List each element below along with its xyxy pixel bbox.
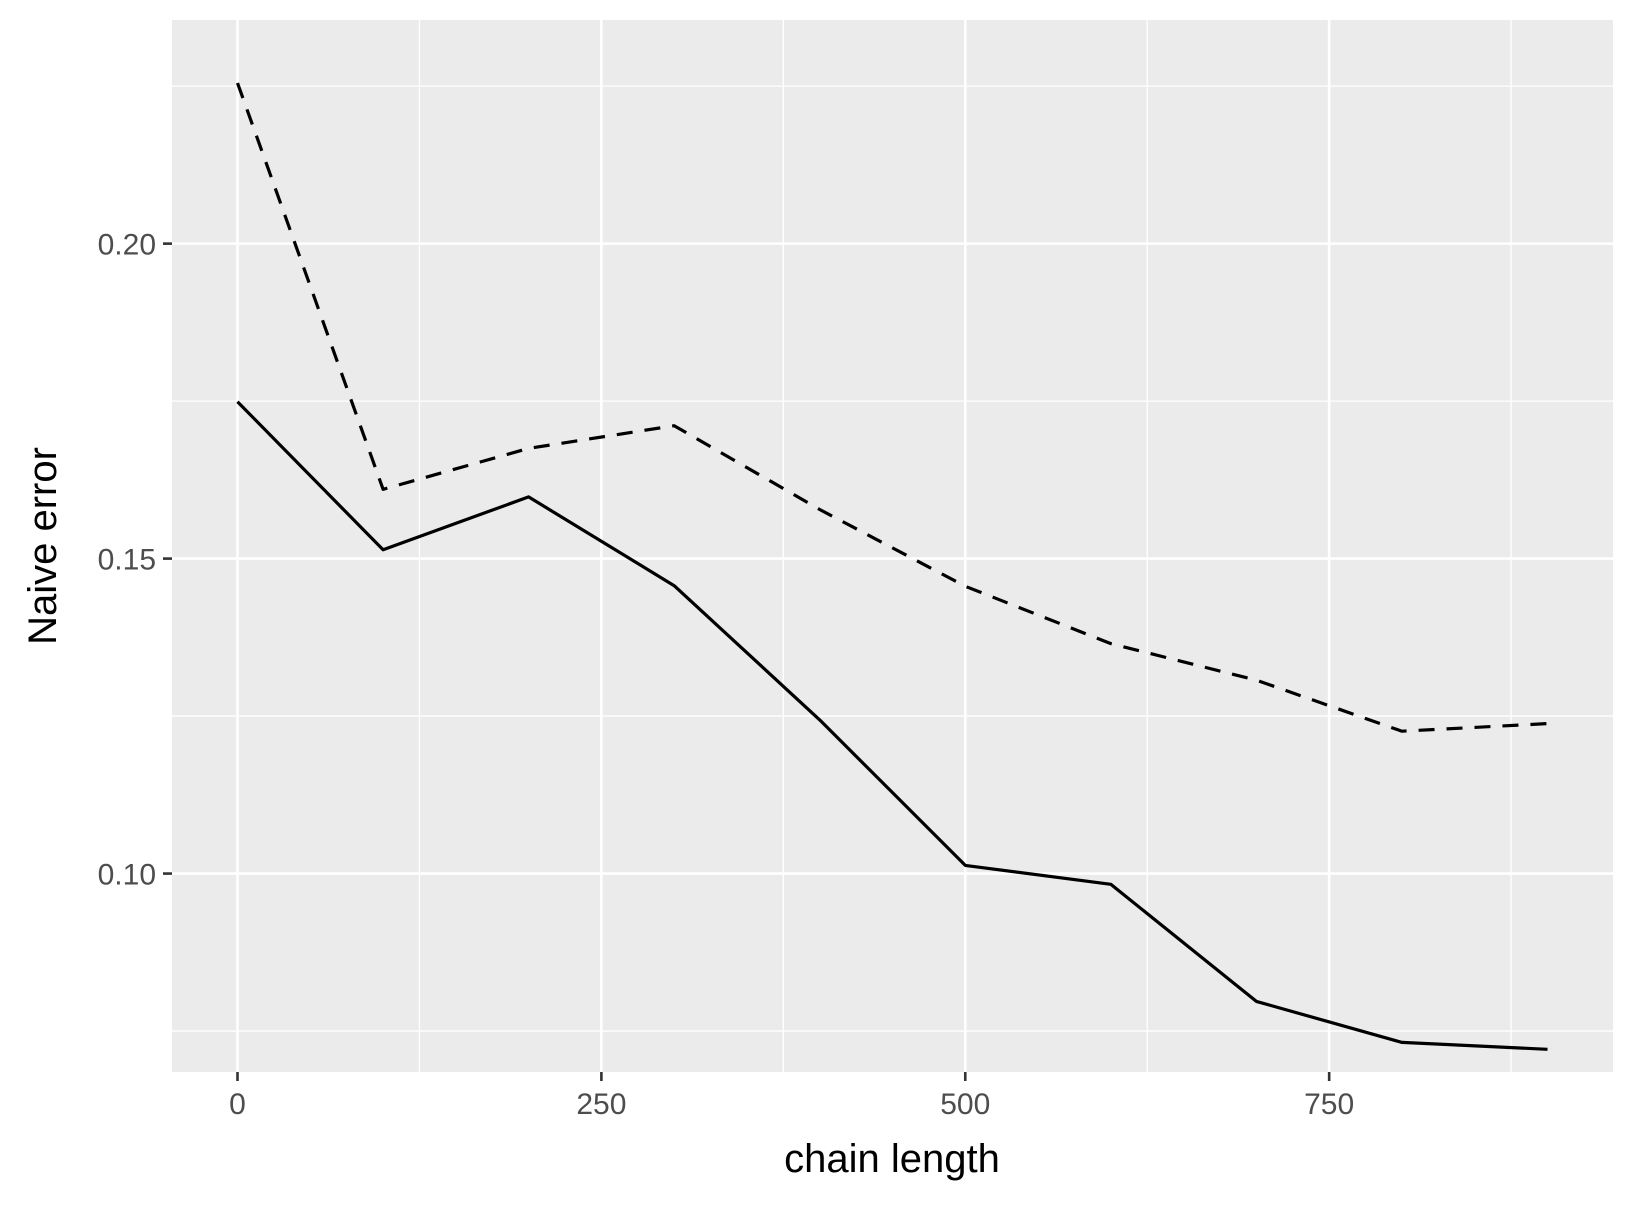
minor-gridlines	[172, 20, 1613, 1072]
series-line-solid	[236, 400, 1548, 1051]
y-tick-label: 0.20	[98, 229, 156, 262]
y-tick-label: 0.10	[98, 859, 156, 892]
x-tick-label: 750	[1304, 1088, 1354, 1121]
series-layer	[235, 82, 1548, 1051]
x-tick-label: 0	[229, 1088, 246, 1121]
x-tick-label: 250	[576, 1088, 626, 1121]
major-gridlines	[172, 20, 1613, 1072]
x-tick-label: 500	[940, 1088, 990, 1121]
series-line-dashed	[235, 82, 1548, 733]
y-tick-label: 0.15	[98, 544, 156, 577]
x-axis-title: chain length	[784, 1137, 1000, 1181]
plot-panel-background	[172, 20, 1613, 1072]
y-axis: 0.10 0.15 0.20	[98, 229, 172, 892]
x-axis: 0 250 500 750	[229, 1072, 1354, 1121]
y-axis-title: Naive error	[21, 447, 65, 645]
